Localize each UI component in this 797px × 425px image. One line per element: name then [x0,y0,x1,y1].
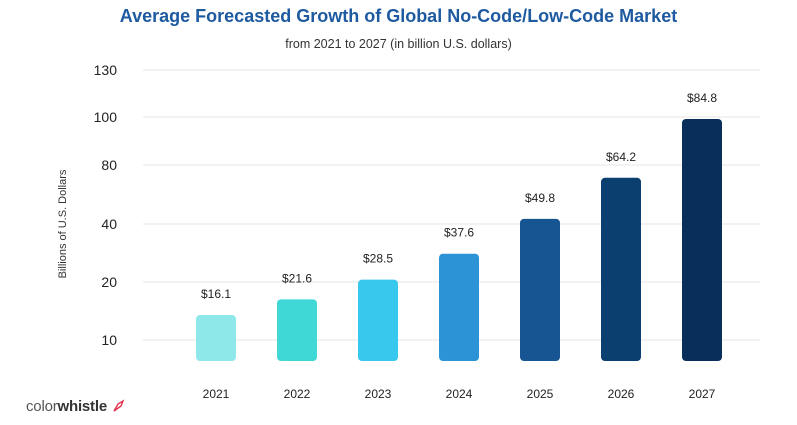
bar-2026 [601,177,641,361]
bar-2027 [682,119,722,361]
bar-2023 [358,279,398,361]
bar-2024 [439,253,479,361]
data-label: $16.1 [201,287,231,301]
logo-text-part2: whistle [57,398,108,415]
x-tick-label: 2021 [203,387,230,401]
x-tick-label: 2023 [365,387,392,401]
chart-subtitle: from 2021 to 2027 (in billion U.S. dolla… [285,37,512,51]
x-tick-label: 2025 [527,387,554,401]
y-tick-label: 40 [101,216,117,232]
y-tick-label: 20 [101,274,117,290]
data-label: $21.6 [282,271,312,285]
x-tick-label: 2026 [608,387,635,401]
y-tick-label: 100 [94,109,118,125]
logo-text-part1: color [26,398,58,415]
x-tick-label: 2022 [284,387,311,401]
data-label: $49.8 [525,191,555,205]
bar-2021 [196,315,236,361]
data-label: $28.5 [363,252,393,266]
y-tick-labels: 130 100 80 40 20 10 [94,62,118,348]
y-tick-label: 130 [94,62,118,78]
data-label: $37.6 [444,226,474,240]
y-tick-label: 10 [101,332,117,348]
chart-title: Average Forecasted Growth of Global No-C… [119,6,678,26]
bar-2022 [277,299,317,361]
x-tick-label: 2024 [446,387,473,401]
data-label: $64.2 [606,150,636,164]
y-axis-label: Billions of U.S. Dollars [57,169,69,278]
x-tick-labels: 2021 2022 2023 2024 2025 2026 2027 [203,387,716,401]
pen-nib-icon [113,399,125,412]
brand-logo: colorwhistle [26,398,125,415]
y-tick-label: 80 [101,157,117,173]
bars: $16.1 $21.6 $28.5 $37.6 $49.8 $64.2 $84.8 [196,91,722,361]
data-label: $84.8 [687,91,717,105]
x-tick-label: 2027 [689,387,716,401]
bar-2025 [520,218,560,361]
